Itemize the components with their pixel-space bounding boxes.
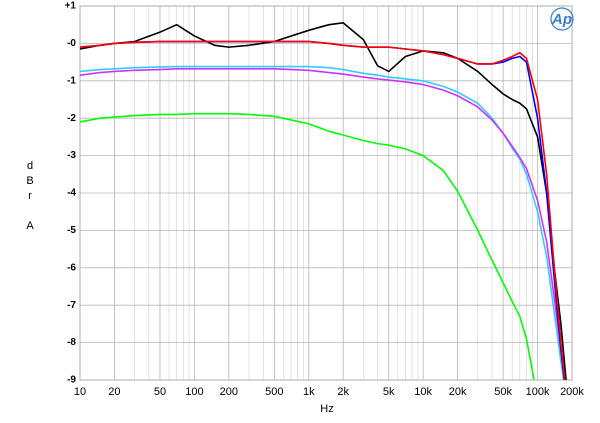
y-tick-label: -5 bbox=[67, 225, 76, 236]
x-axis-label: Hz bbox=[320, 403, 333, 415]
y-axis-label: dBr A bbox=[24, 160, 36, 235]
x-tick-label: 100k bbox=[526, 386, 550, 398]
y-tick-label: -6 bbox=[67, 262, 76, 273]
y-tick-label: -8 bbox=[67, 337, 76, 348]
x-tick-label: 20 bbox=[108, 386, 120, 398]
x-tick-label: 50 bbox=[154, 386, 166, 398]
series-group bbox=[80, 22, 567, 380]
x-tick-label: 100 bbox=[185, 386, 203, 398]
x-tick-label: 200 bbox=[220, 386, 238, 398]
y-tick-label: -3 bbox=[67, 150, 76, 161]
logo-ring bbox=[550, 7, 574, 31]
series-line bbox=[80, 68, 566, 380]
y-tick-label: -0 bbox=[67, 38, 76, 49]
x-tick-label: 10k bbox=[414, 386, 432, 398]
x-tick-label: 5k bbox=[383, 386, 395, 398]
y-tick-label: -1 bbox=[67, 75, 76, 86]
y-tick-label: -2 bbox=[67, 113, 76, 124]
x-tick-label: 20k bbox=[449, 386, 467, 398]
series-line bbox=[80, 112, 535, 380]
x-tick-label: 200k bbox=[560, 386, 584, 398]
y-tick-label: +1 bbox=[65, 1, 77, 12]
y-tick-label: -4 bbox=[67, 188, 76, 199]
y-tick-label: -7 bbox=[67, 300, 76, 311]
x-tick-label: 1k bbox=[303, 386, 315, 398]
series-line bbox=[80, 65, 565, 380]
x-tick-label: 10 bbox=[74, 386, 86, 398]
series-line bbox=[80, 40, 566, 380]
logo: Ap bbox=[551, 11, 572, 28]
x-tick-label: 500 bbox=[265, 386, 283, 398]
y-tick-label: -9 bbox=[67, 375, 76, 386]
x-tick-label: 2k bbox=[337, 386, 349, 398]
x-tick-label: 50k bbox=[494, 386, 512, 398]
series-line bbox=[80, 22, 567, 380]
